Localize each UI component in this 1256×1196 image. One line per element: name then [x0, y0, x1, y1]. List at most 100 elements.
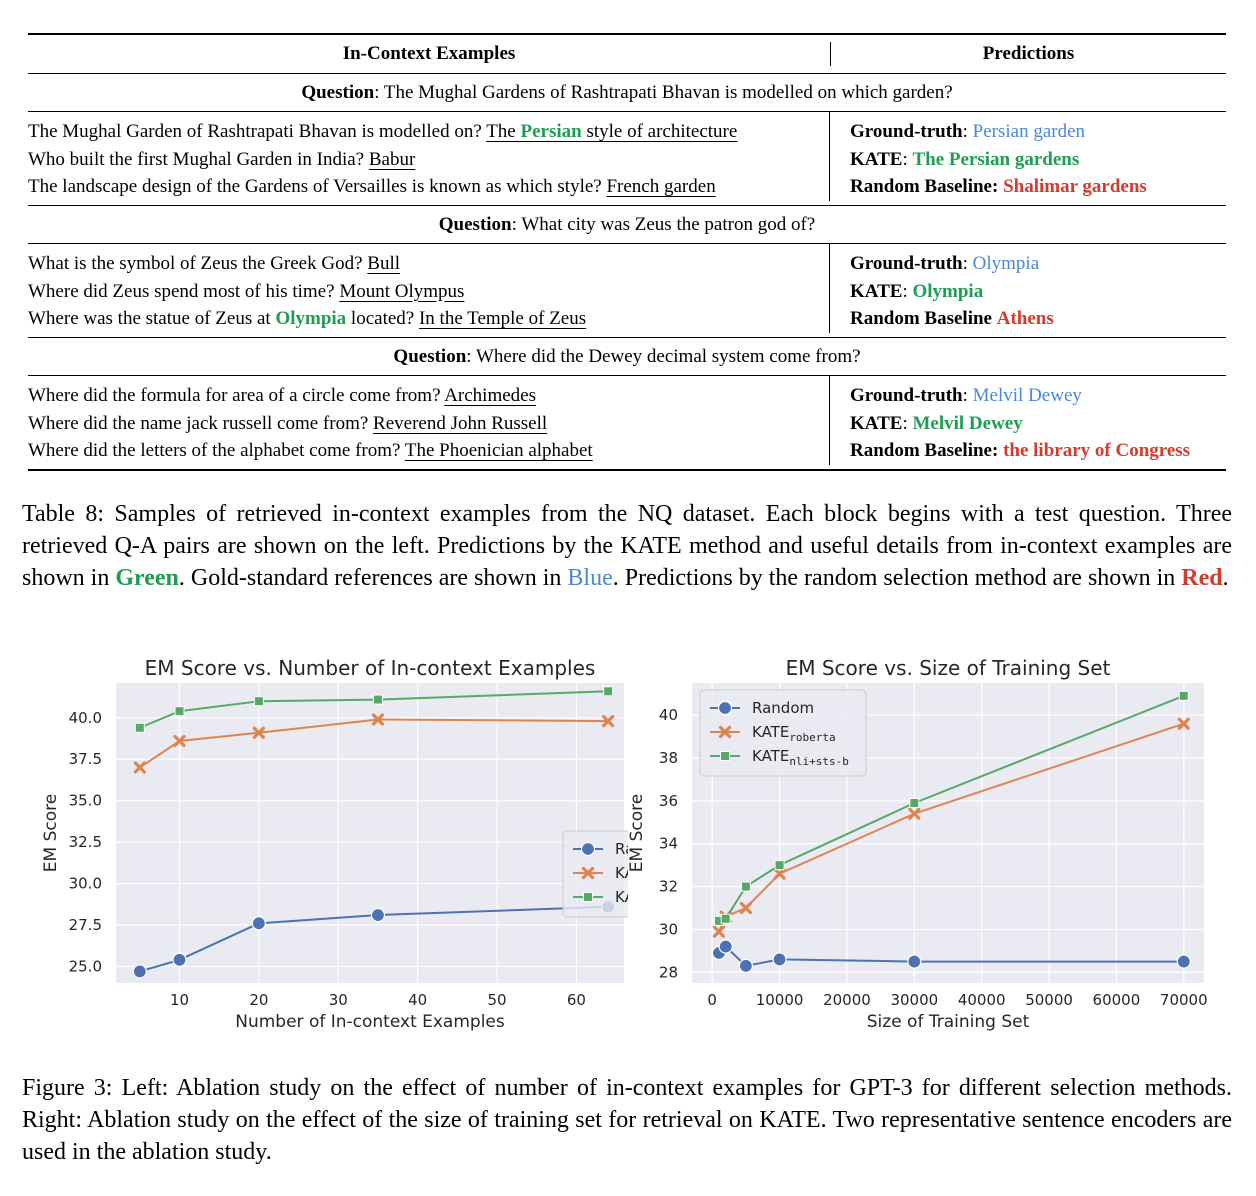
table-header-row: In-Context Examples Predictions — [28, 35, 1226, 74]
data-point — [908, 807, 921, 820]
example-answer: Archimedes — [444, 385, 537, 406]
x-axis-label: Number of In-context Examples — [235, 1012, 505, 1032]
y-tick-label: 37.5 — [69, 750, 102, 768]
ground-truth-line: Ground-truth: Persian garden — [850, 121, 1086, 142]
caption-blue-word: Blue — [567, 565, 613, 591]
y-tick-label: 25.0 — [69, 957, 102, 975]
example-answer: Mount Olympus — [339, 280, 465, 302]
x-tick-label: 50000 — [1025, 991, 1073, 1009]
data-point — [1178, 690, 1189, 701]
question-text: The Mughal Gardens of Rashtrapati Bhavan… — [383, 82, 953, 103]
random-value: Athens — [996, 308, 1054, 329]
legend-marker — [717, 700, 733, 716]
question-label: Question — [301, 82, 375, 103]
x-tick-label: 30 — [329, 991, 348, 1009]
ground-truth-value: Olympia — [972, 253, 1040, 274]
y-axis-label: EM Score — [628, 794, 647, 872]
data-point — [602, 715, 615, 728]
data-point — [251, 916, 266, 931]
y-tick-label: 36 — [659, 792, 678, 810]
data-point — [172, 952, 187, 967]
data-point — [372, 694, 383, 705]
data-point — [174, 706, 185, 717]
y-tick-label: 40 — [659, 706, 678, 724]
data-point — [134, 722, 145, 733]
example-answer: Babur — [368, 148, 416, 170]
legend-box — [699, 689, 867, 777]
data-point — [1176, 954, 1191, 969]
example-line: Where did Zeus spend most of his time? M… — [28, 278, 829, 306]
example-question: Where did the name jack russell come fro… — [28, 412, 369, 434]
examples-cell: Where did the formula for area of a circ… — [28, 376, 830, 465]
example-line: Where did the letters of the alphabet co… — [28, 437, 829, 465]
chart-training-size-svg: 0 10000 20000 30000 40000 50000 60000 70000 28 30… — [627, 656, 1208, 1032]
ground-truth-line: Ground-truth: Melvil Dewey — [850, 385, 1082, 406]
examples-table: In-Context Examples Predictions Question… — [28, 33, 1226, 471]
legend-label: KATEnli+sts-b — [615, 888, 628, 909]
x-tick-label: 40000 — [958, 991, 1006, 1009]
legend-marker — [581, 866, 595, 880]
x-tick-label: 30000 — [890, 991, 938, 1009]
block-1: The Mughal Garden of Rashtrapati Bhavan … — [28, 112, 1226, 206]
x-tick-label: 60000 — [1093, 991, 1141, 1009]
plot-background — [116, 683, 624, 983]
grid — [116, 683, 624, 983]
caption-red-word: Red — [1181, 565, 1223, 591]
y-tick-label: 32.5 — [69, 833, 102, 851]
example-line: The Mughal Garden of Rashtrapati Bhavan … — [28, 118, 829, 146]
data-point — [133, 761, 146, 774]
data-point — [772, 952, 787, 967]
example-answer: Bull — [367, 253, 401, 274]
legend-marker — [580, 841, 596, 857]
series-2 — [134, 686, 614, 733]
chart-title: EM Score vs. Number of In-context Exampl… — [145, 656, 596, 680]
legend-marker — [720, 751, 730, 761]
kate-line: KATE: The Persian gardens — [850, 148, 1080, 170]
example-line: Who built the first Mughal Garden in Ind… — [28, 146, 829, 174]
example-line: Where did the formula for area of a circ… — [28, 382, 829, 410]
ground-truth-value: Melvil Dewey — [972, 385, 1082, 406]
table-caption: Table 8: Samples of retrieved in-context… — [22, 501, 1232, 591]
kate-line: KATE: Melvil Dewey — [850, 412, 1023, 434]
chart-title: EM Score vs. Size of Training Set — [786, 656, 1111, 680]
ground-truth-value: Persian garden — [972, 121, 1086, 142]
x-tick-label: 50 — [487, 991, 506, 1009]
x-tick-label: 60 — [567, 991, 586, 1009]
block-3: Where did the formula for area of a circ… — [28, 376, 1226, 471]
chart-training-size: 0 10000 20000 30000 40000 50000 60000 70000 28 30… — [627, 648, 1256, 1053]
data-point — [739, 901, 752, 915]
legend-label: KATEnli+sts-b — [752, 747, 849, 768]
random-value: the library of Congress — [1003, 440, 1191, 461]
legend-label: Random — [752, 699, 814, 717]
header-in-context-examples: In-Context Examples — [28, 42, 831, 66]
data-point — [720, 913, 731, 924]
data-point — [173, 734, 186, 748]
question-label: Question — [438, 214, 512, 235]
grid — [692, 683, 1204, 983]
data-point — [252, 726, 265, 739]
block-2: What is the symbol of Zeus the Greek God… — [28, 244, 1226, 338]
legend-label: KATEroberta — [615, 864, 628, 885]
example-question: Where was the statue of Zeus at Olympia … — [28, 308, 415, 329]
data-point — [738, 958, 753, 973]
chart-num-examples: 10 20 30 40 50 60 25.0 27.5 30.0 32.5 35.0 37.5 40.0… — [0, 648, 730, 1053]
examples-cell: What is the symbol of Zeus the Greek God… — [28, 244, 830, 333]
example-question: Who built the first Mughal Garden in Ind… — [28, 148, 365, 170]
y-tick-label: 34 — [659, 835, 678, 853]
x-tick-label: 10 — [170, 991, 189, 1009]
example-line: The landscape design of the Gardens of V… — [28, 173, 829, 201]
figure-caption: Figure 3: Left: Ablation study on the ef… — [22, 1075, 1232, 1165]
random-value: Shalimar gardens — [1003, 176, 1147, 197]
kate-line: KATE: Olympia — [850, 280, 984, 302]
data-point — [712, 925, 726, 938]
example-question: The Mughal Garden of Rashtrapati Bhavan … — [28, 121, 482, 142]
kate-value: Olympia — [912, 280, 984, 302]
example-question: Where did the formula for area of a circ… — [28, 385, 441, 406]
legend-label: Random — [615, 840, 628, 858]
caption-green-word: Green — [115, 565, 179, 591]
y-tick-label: 30 — [659, 920, 678, 938]
question-row-2: Question: What city was Zeus the patron … — [28, 206, 1226, 244]
y-tick-label: 27.5 — [69, 916, 102, 934]
example-question: What is the symbol of Zeus the Greek God… — [28, 253, 363, 274]
question-row-1: Question: The Mughal Gardens of Rashtrap… — [28, 74, 1226, 112]
